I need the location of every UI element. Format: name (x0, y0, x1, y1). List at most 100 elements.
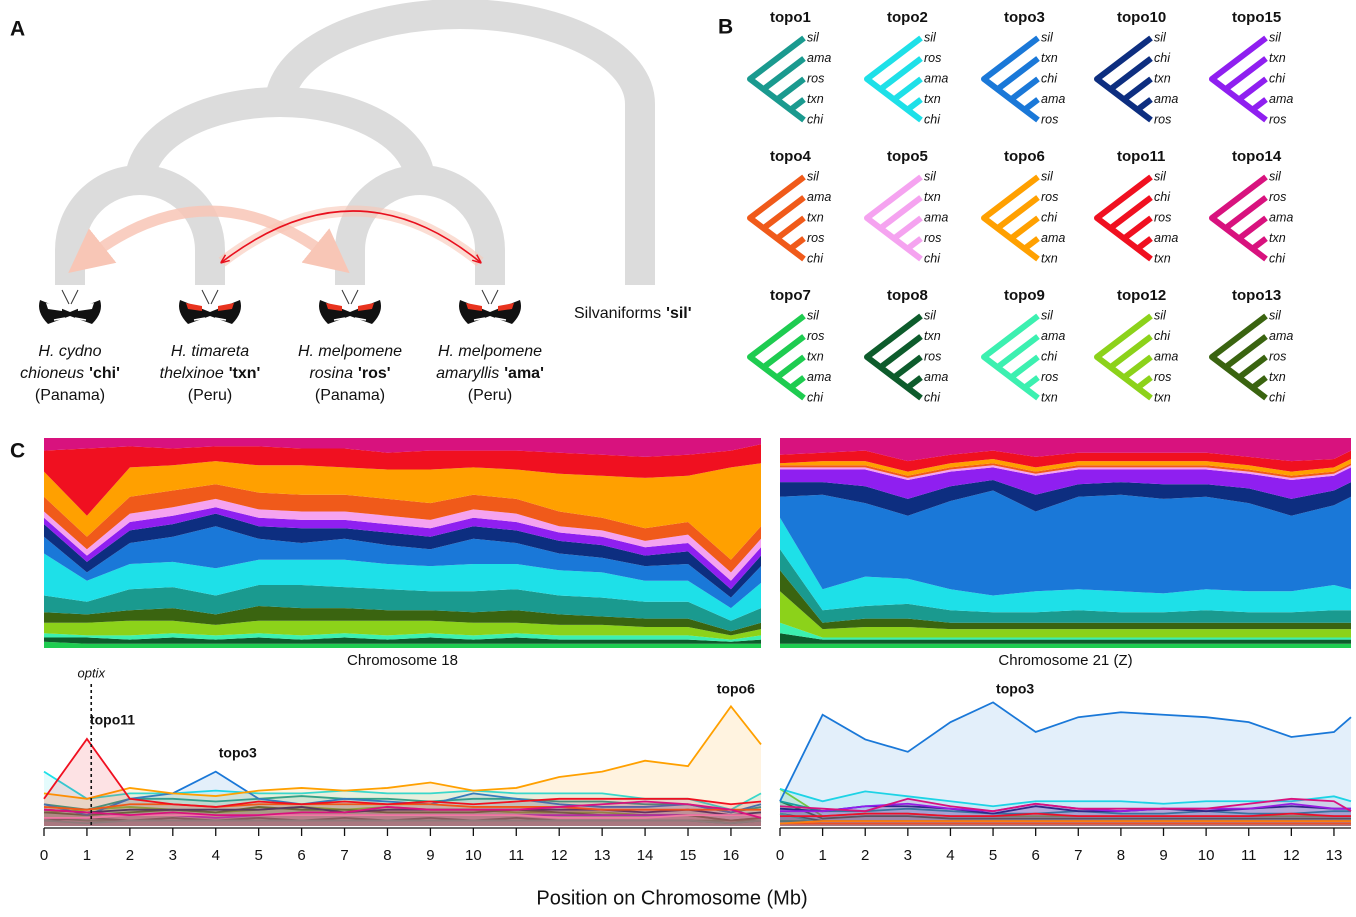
outgroup-label: Silvaniforms 'sil' (574, 305, 692, 322)
topology-name: topo8 (887, 287, 928, 304)
taxon-subspecies: chioneus 'chi' (20, 365, 120, 382)
weight-area (44, 815, 761, 826)
leaf-label: ama (807, 190, 831, 204)
weight-line (44, 814, 761, 819)
butterfly (39, 289, 101, 324)
x-tick-label: 11 (1241, 847, 1257, 864)
leaf-label: sil (924, 30, 937, 44)
butterfly (179, 289, 241, 324)
x-tick-label: 12 (1283, 847, 1300, 864)
leaf-label: ama (1154, 349, 1178, 363)
leaf-label: sil (924, 169, 937, 183)
weight-area (780, 821, 1351, 826)
topology: topo5 sil txn ama ros chi (864, 148, 948, 265)
topology-name: topo9 (1004, 287, 1045, 304)
leaf-label: txn (807, 349, 824, 363)
leaf-label: txn (1154, 390, 1171, 404)
weight-band (780, 463, 1351, 478)
taxon-code: 'ros' (358, 365, 391, 382)
weight-area (780, 798, 1351, 826)
leaf-label: chi (1269, 390, 1286, 404)
leaf-label: ros (924, 51, 941, 65)
wing-band (186, 303, 234, 311)
x-tick-label: 4 (946, 847, 954, 864)
panel-label: A (10, 18, 25, 41)
weight-band (44, 507, 761, 590)
weight-area (44, 771, 761, 826)
butterfly (459, 289, 521, 324)
subspecies: chioneus (20, 365, 84, 382)
x-tick-label: 9 (1159, 847, 1167, 864)
weight-band (44, 585, 761, 632)
leaf-label: chi (1269, 251, 1286, 265)
weight-band (44, 641, 761, 648)
topology-name: topo5 (887, 148, 928, 165)
weight-line (43, 737, 762, 808)
subspecies: rosina (309, 365, 353, 382)
weight-area (780, 702, 1351, 826)
line-weights (43, 704, 762, 826)
leaf-label: ros (1041, 190, 1058, 204)
leaf-label: chi (807, 112, 824, 126)
topology: topo4 sil ama txn ros chi (747, 148, 831, 265)
topology: topo15 sil txn chi ama ros (1209, 9, 1293, 126)
x-tick-label: 1 (83, 847, 91, 864)
leaf-label: sil (1154, 169, 1167, 183)
weight-band (44, 606, 761, 636)
leaf-label: ros (807, 329, 824, 343)
leaf-label: ros (924, 349, 941, 363)
weight-area (44, 771, 761, 826)
weight-line (779, 797, 1352, 813)
weight-line (779, 701, 1352, 802)
leaf-label: txn (1269, 231, 1286, 245)
wing-band (466, 303, 514, 311)
leaf-label: sil (807, 30, 820, 44)
antenna (341, 289, 359, 305)
topology-name: topo11 (1117, 148, 1165, 165)
topology-branches (1094, 35, 1153, 123)
leaf-label: sil (807, 308, 820, 322)
leaf-label: sil (1269, 169, 1282, 183)
leaf-label: chi (1041, 71, 1058, 85)
taxon-species: H. melpomene (438, 343, 542, 360)
leaf-label: ros (1154, 370, 1171, 384)
weight-band (780, 467, 1351, 499)
x-tick-label: 12 (551, 847, 568, 864)
leaf-label: ama (1041, 231, 1065, 245)
leaf-label: txn (807, 92, 824, 106)
chart-title: Chromosome 18 (347, 652, 458, 669)
leaf-label: sil (1041, 308, 1054, 322)
antenna (481, 289, 499, 305)
taxon-species: H. cydno (38, 343, 101, 360)
series-annotation: topo3 (996, 681, 1034, 697)
topology: topo6 sil ros chi ama txn (981, 148, 1065, 265)
leaf-label: txn (1154, 251, 1171, 265)
x-tick-label: 2 (126, 847, 134, 864)
weight-area (780, 801, 1351, 826)
topology-branches (1209, 174, 1268, 262)
leaf-label: txn (1269, 51, 1286, 65)
x-tick-label: 16 (723, 847, 740, 864)
weight-band (780, 549, 1351, 623)
taxon-locality: (Peru) (468, 387, 512, 404)
taxon-locality: (Panama) (35, 387, 105, 404)
topology-branches (1209, 313, 1268, 401)
series-annotation: topo11 (90, 712, 135, 728)
weight-band (780, 591, 1351, 638)
butterfly (319, 289, 381, 324)
leaf-label: ama (1269, 210, 1293, 224)
weight-band (44, 444, 761, 516)
topology-branches (981, 35, 1040, 123)
leaf-label: ama (1041, 92, 1065, 106)
x-tick-label: 3 (904, 847, 912, 864)
x-tick-label: 4 (212, 847, 220, 864)
topology-branches (864, 313, 923, 401)
leaf-label: sil (1154, 308, 1167, 322)
x-tick-label: 9 (426, 847, 434, 864)
weight-band (44, 513, 761, 598)
leaf-label: txn (1041, 251, 1058, 265)
subspecies: amaryllis (436, 365, 499, 382)
panel-label: C (10, 440, 25, 463)
weight-band (780, 480, 1351, 516)
